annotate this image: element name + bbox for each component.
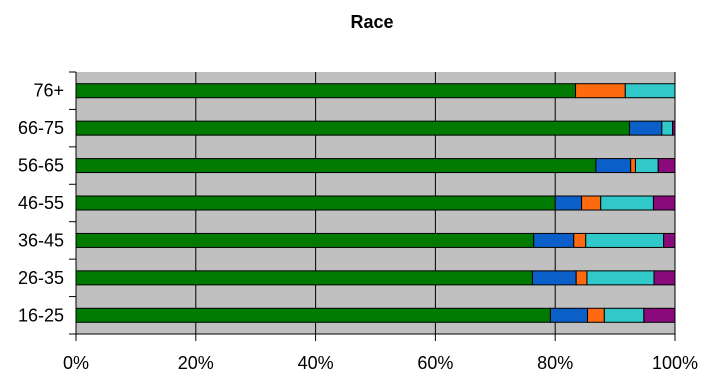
bar-segment (575, 270, 588, 286)
bar-segment (531, 270, 577, 286)
x-tick-label: 20% (178, 353, 214, 373)
bar-segment (75, 232, 535, 248)
bar-segment (575, 83, 626, 99)
bar-segment (657, 158, 676, 174)
bar-segment (652, 195, 676, 211)
y-tick-label: 26-35 (18, 268, 64, 288)
x-tick-label: 60% (417, 353, 453, 373)
bar-segment (75, 307, 551, 323)
y-tick-label: 46-55 (18, 193, 64, 213)
x-tick-label: 40% (298, 353, 334, 373)
bar-segment (600, 195, 654, 211)
y-tick-label: 76+ (33, 81, 64, 101)
chart-title: Race (350, 12, 393, 32)
bar-segment (630, 158, 636, 174)
y-tick-label: 56-65 (18, 156, 64, 176)
bar-segment (603, 307, 645, 323)
bar-segment (643, 307, 676, 323)
bar-segment (75, 120, 630, 136)
bars (75, 83, 676, 323)
bar-segment (585, 232, 665, 248)
bar-segment (75, 83, 577, 99)
bar-segment (75, 195, 556, 211)
bar-segment (672, 120, 676, 136)
y-axis: 16-25 26-35 36-45 46-55 56-65 66-75 76+ (18, 71, 77, 335)
bar-segment (586, 270, 655, 286)
bar-segment (661, 120, 674, 136)
bar-segment (653, 270, 676, 286)
x-tick-label: 100% (652, 353, 698, 373)
bar-segment (595, 158, 632, 174)
x-axis: 0% 20% 40% 60% 80% 100% (63, 333, 698, 373)
x-tick-label: 80% (537, 353, 573, 373)
bar-segment (554, 195, 583, 211)
bar-segment (587, 307, 605, 323)
bar-segment (628, 120, 663, 136)
y-tick-label: 36-45 (18, 230, 64, 250)
bar-segment (533, 232, 575, 248)
bar-segment (75, 270, 533, 286)
bar-segment (75, 158, 597, 174)
bar-segment (634, 158, 659, 174)
x-tick-label: 0% (63, 353, 89, 373)
bar-segment (581, 195, 602, 211)
bar-segment (573, 232, 587, 248)
y-tick-label: 16-25 (18, 305, 64, 325)
y-tick-label: 66-75 (18, 118, 64, 138)
bar-segment (663, 232, 676, 248)
bar-segment (624, 83, 676, 99)
bar-segment (549, 307, 589, 323)
